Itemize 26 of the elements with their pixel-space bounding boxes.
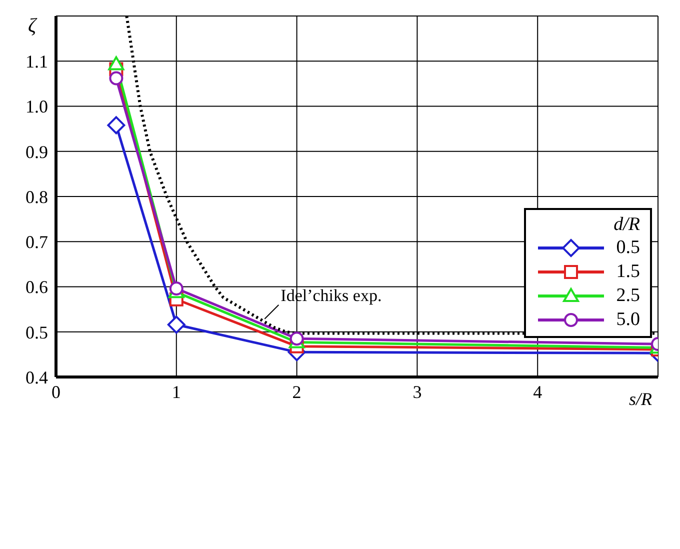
y-tick-label: 1.0: [26, 96, 48, 117]
point: [169, 282, 184, 296]
x-tick-label: 3: [412, 382, 422, 402]
point: [108, 56, 124, 70]
y-tick-label: 1.1: [26, 52, 48, 72]
y-tick-label: 0.8: [26, 186, 48, 207]
y-tick-label: 0.9: [26, 142, 48, 162]
point: [107, 116, 126, 134]
y-tick-label: 0.5: [26, 322, 48, 342]
y-tick-label: 0.7: [26, 232, 48, 252]
legend-label: 5.0: [616, 309, 640, 331]
point: [290, 332, 304, 346]
legend-label: 0.5: [616, 237, 640, 259]
x-tick-label: 4: [533, 382, 542, 402]
x-tick-label: 2: [292, 382, 302, 402]
y-tick-label: 0.4: [26, 367, 48, 388]
point: [167, 316, 186, 334]
point: [109, 71, 124, 86]
x-tick-label: 0: [52, 382, 60, 402]
legend-label: 1.5: [616, 261, 640, 283]
legend-title: d/R: [612, 214, 640, 236]
x-axis-title: s/R: [628, 389, 652, 409]
y-axis-title: ζ: [28, 15, 38, 38]
legend-label: 2.5: [616, 285, 640, 307]
x-tick-label: 1: [172, 382, 181, 402]
y-tick-label: 0.6: [26, 277, 48, 298]
